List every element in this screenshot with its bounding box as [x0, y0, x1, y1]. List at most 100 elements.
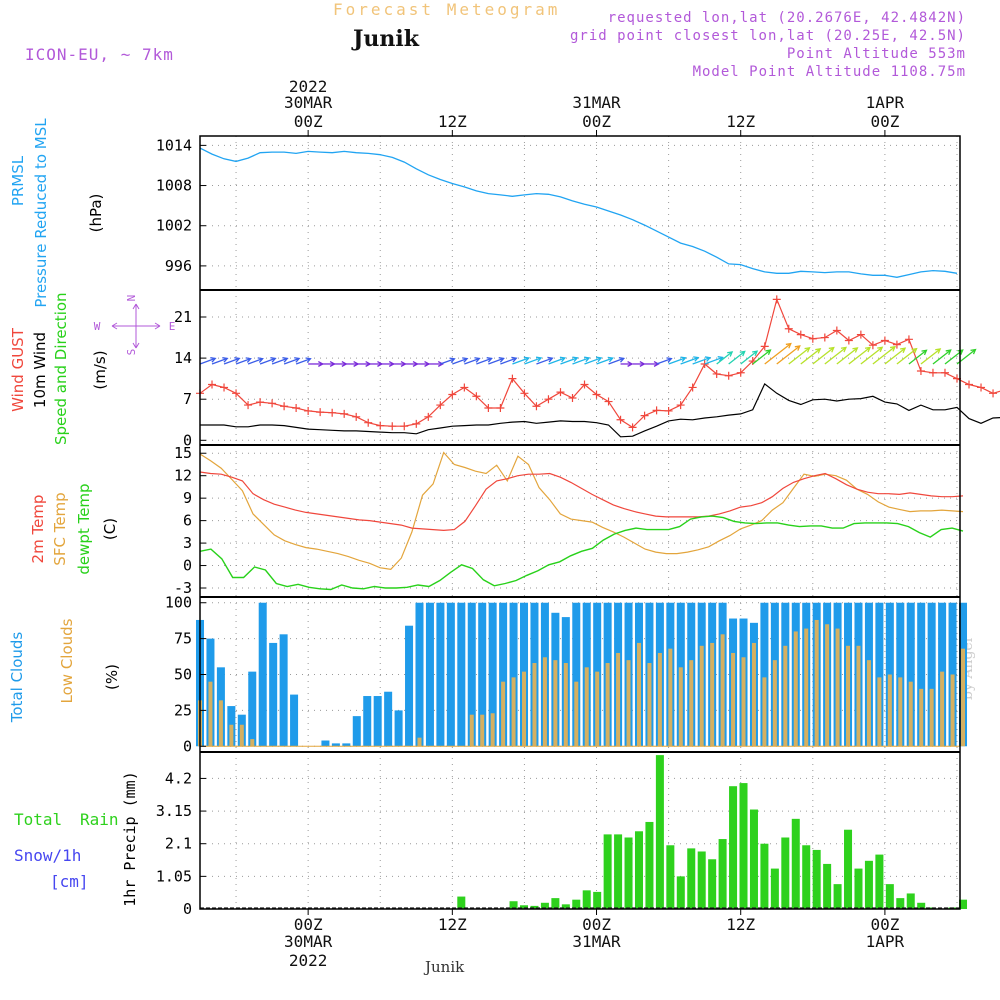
- wind-arrow: [848, 346, 871, 365]
- wind-arrow-head: [911, 347, 918, 354]
- gust-marker: [616, 415, 625, 424]
- low-cloud-bar: [532, 663, 537, 747]
- top-hour-label: 00Z: [582, 112, 611, 131]
- wind-arrow-head: [572, 356, 579, 363]
- y-tick-label: 1008: [156, 177, 192, 195]
- wind-arrow: [692, 357, 711, 365]
- label-snow: Snow/1h: [14, 846, 82, 865]
- gust-marker: [376, 421, 385, 430]
- low-cloud-bar: [804, 628, 809, 747]
- wind-arrow: [235, 358, 251, 365]
- low-cloud-bar: [877, 677, 882, 747]
- gust-marker: [364, 418, 373, 427]
- y-tick-label: 25: [174, 701, 192, 719]
- rain-bar: [833, 884, 842, 909]
- wind-arrow-head: [234, 357, 241, 363]
- gust-marker: [280, 402, 289, 411]
- y-tick-label: 1014: [156, 136, 192, 154]
- low-cloud-bar: [417, 737, 422, 747]
- y-tick-label: 14: [174, 349, 192, 367]
- wind-arrow-head: [270, 357, 277, 363]
- requested-coords: requested lon,lat (20.2676E, 42.4842N): [607, 10, 966, 26]
- compass-s: S: [125, 349, 138, 356]
- wind-arrow: [572, 357, 590, 365]
- wind-arrow: [488, 357, 504, 365]
- y-tick-label: -3: [174, 579, 192, 597]
- rain-bar: [457, 896, 466, 909]
- rain-bar: [812, 849, 821, 909]
- low-cloud-bar: [762, 677, 767, 747]
- y-tick-label: 3: [183, 534, 192, 552]
- wind-arrow-head: [840, 346, 848, 353]
- rain-bar: [802, 845, 811, 909]
- y-tick-label: 50: [174, 666, 192, 684]
- gust-marker: [424, 412, 433, 421]
- wind-arrow: [704, 356, 723, 365]
- total-cloud-bar: [290, 694, 299, 747]
- gust-marker: [736, 368, 745, 377]
- model-altitude: Model Point Altitude 1108.75m: [692, 64, 966, 80]
- wind-arrow: [800, 348, 821, 365]
- total-cloud-bar: [373, 696, 382, 747]
- gust-marker: [856, 330, 865, 339]
- label-snow-unit: [cm]: [50, 872, 89, 891]
- gust-marker: [940, 368, 949, 377]
- wind-arrow-head: [864, 346, 872, 353]
- gust-marker: [880, 336, 889, 345]
- wind-arrow-head: [794, 345, 801, 351]
- wind-arrow: [584, 357, 602, 365]
- gust-marker: [904, 335, 913, 344]
- wind-arrow-head: [900, 347, 907, 354]
- point-altitude: Point Altitude 553m: [786, 46, 966, 62]
- wind-arrow: [247, 358, 263, 365]
- low-cloud-bar: [898, 677, 903, 747]
- wind-arrow-head: [765, 349, 772, 355]
- rain-bar: [593, 891, 602, 909]
- total-cloud-bar: [269, 642, 278, 747]
- wind-arrow: [752, 349, 771, 365]
- wind-arrow: [452, 357, 468, 365]
- gust-marker: [484, 404, 493, 413]
- low-cloud-bar: [856, 645, 861, 747]
- rain-bar: [540, 902, 549, 909]
- gust-marker: [916, 367, 925, 376]
- sfc-temp-line: [199, 451, 964, 570]
- wind-arrow-head: [282, 357, 289, 363]
- gust-marker: [712, 369, 721, 378]
- wind-arrow: [836, 347, 858, 365]
- total-cloud-bar: [436, 602, 445, 747]
- low-cloud-bar: [814, 619, 819, 747]
- top-date-label: 31MAR: [572, 93, 621, 112]
- wind-arrow-head: [828, 346, 835, 353]
- wind-arrow-head: [727, 351, 734, 357]
- total-cloud-bar: [258, 602, 267, 747]
- wind-arrow: [512, 357, 530, 365]
- gust-marker: [664, 406, 673, 415]
- total-cloud-bar: [467, 602, 476, 747]
- rain-bar: [561, 904, 570, 909]
- gust-marker: [796, 330, 805, 339]
- low-cloud-bar: [616, 652, 621, 747]
- rain-bar: [645, 821, 654, 909]
- rain-bar: [708, 859, 717, 909]
- gust-marker: [400, 422, 409, 431]
- total-cloud-bar: [342, 743, 351, 747]
- total-cloud-bar: [917, 602, 926, 747]
- rain-bar: [927, 907, 936, 909]
- low-cloud-bar: [636, 642, 641, 747]
- total-cloud-bar: [488, 602, 497, 747]
- temp-2m-line: [199, 471, 964, 532]
- wind-arrow-head: [717, 356, 724, 362]
- rain-bar: [896, 898, 905, 909]
- wind-arrow: [548, 357, 566, 365]
- y-tick-label: 15: [174, 444, 192, 462]
- low-cloud-bar: [731, 652, 736, 747]
- low-cloud-bar: [940, 671, 945, 747]
- label-rain: Rain: [80, 810, 119, 829]
- gust-marker: [520, 389, 529, 398]
- wind-arrow: [199, 357, 216, 365]
- wind-arrow: [560, 357, 578, 365]
- compass-e: E: [169, 320, 176, 333]
- gust-marker: [604, 397, 613, 406]
- total-cloud-bar: [405, 625, 414, 747]
